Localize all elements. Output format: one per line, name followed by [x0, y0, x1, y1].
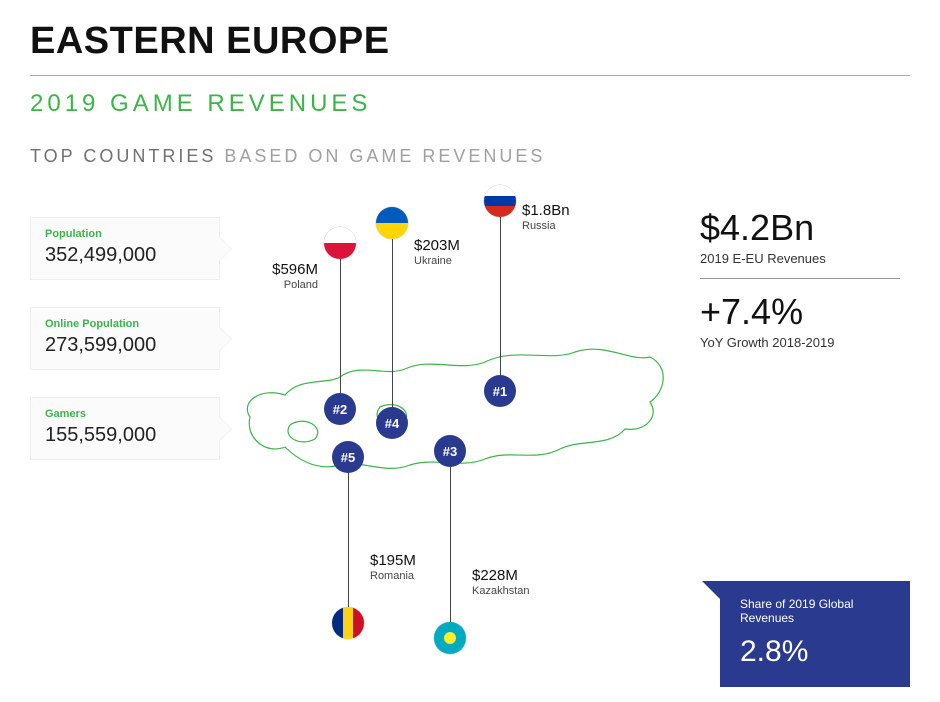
stat-value: 155,559,000 [45, 424, 205, 447]
page-title: EASTERN EUROPE [30, 20, 910, 63]
rank-pin: #4 [376, 407, 408, 439]
share-label: Share of 2019 Global Revenues [740, 597, 890, 625]
country-value: $195M [370, 552, 416, 569]
country-value: $1.8Bn [522, 202, 570, 219]
map-outline [230, 307, 680, 537]
romania-flag-icon [332, 607, 364, 639]
stat-box: Gamers 155,559,000 [30, 397, 220, 460]
rank-pin: #1 [484, 375, 516, 407]
metric-revenue-label: 2019 E-EU Revenues [700, 251, 900, 266]
stat-label: Online Population [45, 318, 205, 330]
country-name: Kazakhstan [472, 585, 529, 597]
ukraine-flag-icon [376, 207, 408, 239]
stat-box: Population 352,499,000 [30, 217, 220, 280]
country-value: $203M [414, 237, 460, 254]
country-value: $228M [472, 567, 518, 584]
content-area: Population 352,499,000 Online Population 27… [30, 197, 910, 697]
poland-flag-icon [324, 227, 356, 259]
metric-growth-value: +7.4% [700, 291, 900, 333]
country-value: $596M [272, 261, 318, 278]
country-name: Poland [284, 279, 318, 291]
stat-box: Online Population 273,599,000 [30, 307, 220, 370]
share-box: Share of 2019 Global Revenues 2.8% [720, 581, 910, 687]
stat-value: 273,599,000 [45, 334, 205, 357]
rank-pin: #2 [324, 393, 356, 425]
russia-flag-icon [484, 185, 516, 217]
metric-revenue-value: $4.2Bn [700, 207, 900, 249]
metric-growth-label: YoY Growth 2018-2019 [700, 335, 900, 350]
section-label-light: BASED ON GAME REVENUES [224, 146, 545, 166]
subtitle: 2019 GAME REVENUES [30, 90, 910, 118]
stat-value: 352,499,000 [45, 244, 205, 267]
country-name: Romania [370, 570, 414, 582]
rank-pin: #5 [332, 441, 364, 473]
country-name: Russia [522, 220, 556, 232]
title-rule [30, 75, 910, 76]
share-value: 2.8% [740, 635, 890, 669]
country-name: Ukraine [414, 255, 452, 267]
metric-rule [700, 278, 900, 279]
section-label-dark: TOP COUNTRIES [30, 146, 216, 166]
stat-label: Gamers [45, 408, 205, 420]
section-label: TOP COUNTRIES BASED ON GAME REVENUES [30, 146, 910, 167]
metric-revenue: $4.2Bn 2019 E-EU Revenues +7.4% YoY Grow… [700, 207, 900, 350]
stat-label: Population [45, 228, 205, 240]
rank-pin: #3 [434, 435, 466, 467]
kazakhstan-flag-icon [434, 622, 466, 654]
